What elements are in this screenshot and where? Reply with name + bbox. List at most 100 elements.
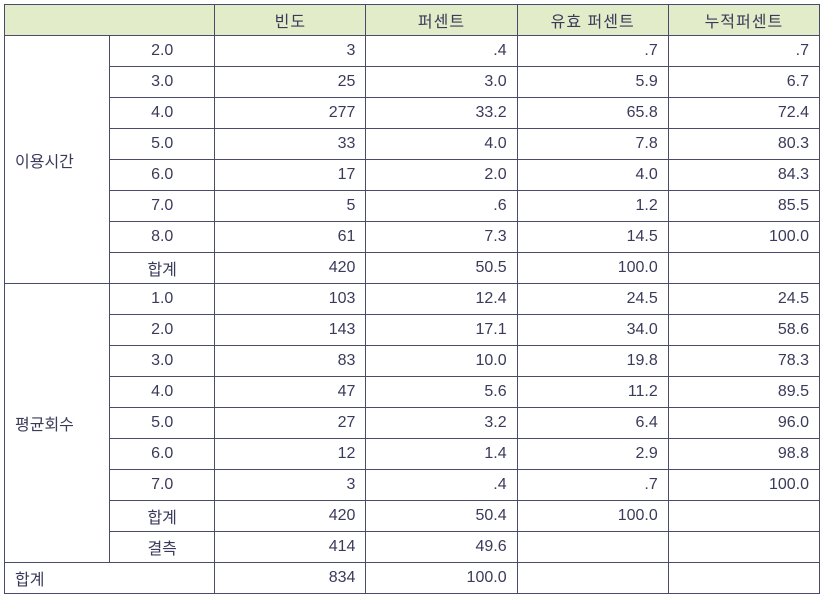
table-row: 7.03.4.7100.0: [5, 470, 820, 501]
cell-valid_percent: 7.8: [517, 129, 668, 160]
cell-valid_percent: 34.0: [517, 315, 668, 346]
group-name: 이용시간: [5, 36, 110, 284]
table-row: 평균회수1.010312.424.524.5: [5, 284, 820, 315]
cell-freq: 3: [215, 470, 366, 501]
grand-total-label: 합계: [5, 563, 215, 594]
header-valid-percent: 유효 퍼센트: [517, 5, 668, 36]
row-label: 5.0: [110, 129, 215, 160]
cell-valid_percent: 19.8: [517, 346, 668, 377]
cell-freq: 27: [215, 408, 366, 439]
cell-cum_percent: 78.3: [668, 346, 819, 377]
table-row: 3.0253.05.96.7: [5, 67, 820, 98]
cell-cum_percent: 96.0: [668, 408, 819, 439]
cell-freq: 103: [215, 284, 366, 315]
cell-freq: 420: [215, 253, 366, 284]
cell-percent: 5.6: [366, 377, 517, 408]
row-label: 결측: [110, 532, 215, 563]
table-row: 6.0172.04.084.3: [5, 160, 820, 191]
cell-cum_percent: 72.4: [668, 98, 819, 129]
row-label: 5.0: [110, 408, 215, 439]
cell-freq: 3: [215, 36, 366, 67]
cell-cum_percent: .7: [668, 36, 819, 67]
cell-percent: 50.5: [366, 253, 517, 284]
cell-freq: 12: [215, 439, 366, 470]
cell-freq: 17: [215, 160, 366, 191]
cell-valid_percent: 4.0: [517, 160, 668, 191]
table-row: 5.0273.26.496.0: [5, 408, 820, 439]
header-cum-percent: 누적퍼센트: [668, 5, 819, 36]
table-row: 합계42050.4100.0: [5, 501, 820, 532]
cell-freq: 61: [215, 222, 366, 253]
cell-percent: 4.0: [366, 129, 517, 160]
table-row: 2.014317.134.058.6: [5, 315, 820, 346]
row-label: 2.0: [110, 36, 215, 67]
cell-cum_percent: 6.7: [668, 67, 819, 98]
row-label: 4.0: [110, 377, 215, 408]
cell-freq: 277: [215, 98, 366, 129]
group-name: 평균회수: [5, 284, 110, 563]
cell-valid_percent: 65.8: [517, 98, 668, 129]
frequency-table: 빈도 퍼센트 유효 퍼센트 누적퍼센트 이용시간2.03.4.7.73.0253…: [4, 4, 820, 594]
cell-percent: 3.2: [366, 408, 517, 439]
cell-valid_percent: .7: [517, 470, 668, 501]
cell-valid_percent: 100.0: [517, 253, 668, 284]
row-label: 1.0: [110, 284, 215, 315]
cell-cum_percent: 24.5: [668, 284, 819, 315]
cell-cum_percent: [668, 253, 819, 284]
row-label: 7.0: [110, 191, 215, 222]
table-row: 4.027733.265.872.4: [5, 98, 820, 129]
cell-cum_percent: 100.0: [668, 222, 819, 253]
grand-total-valid_percent: [517, 563, 668, 594]
table-row: 4.0475.611.289.5: [5, 377, 820, 408]
table-row: 3.08310.019.878.3: [5, 346, 820, 377]
row-label: 6.0: [110, 160, 215, 191]
table-row: 5.0334.07.880.3: [5, 129, 820, 160]
cell-cum_percent: 58.6: [668, 315, 819, 346]
row-label: 합계: [110, 253, 215, 284]
table-row: 8.0617.314.5100.0: [5, 222, 820, 253]
row-label: 8.0: [110, 222, 215, 253]
cell-percent: 33.2: [366, 98, 517, 129]
cell-percent: 12.4: [366, 284, 517, 315]
table-row: 7.05.61.285.5: [5, 191, 820, 222]
row-label: 3.0: [110, 67, 215, 98]
header-freq: 빈도: [215, 5, 366, 36]
header-row: 빈도 퍼센트 유효 퍼센트 누적퍼센트: [5, 5, 820, 36]
cell-percent: 2.0: [366, 160, 517, 191]
cell-valid_percent: 11.2: [517, 377, 668, 408]
cell-cum_percent: 80.3: [668, 129, 819, 160]
cell-valid_percent: 24.5: [517, 284, 668, 315]
cell-freq: 420: [215, 501, 366, 532]
cell-valid_percent: 5.9: [517, 67, 668, 98]
cell-cum_percent: 85.5: [668, 191, 819, 222]
cell-percent: .6: [366, 191, 517, 222]
table-row: 6.0121.42.998.8: [5, 439, 820, 470]
row-label: 2.0: [110, 315, 215, 346]
cell-valid_percent: .7: [517, 36, 668, 67]
table-row: 합계42050.5100.0: [5, 253, 820, 284]
header-empty: [5, 5, 215, 36]
grand-total-row: 합계834100.0: [5, 563, 820, 594]
cell-percent: .4: [366, 470, 517, 501]
table-row: 이용시간2.03.4.7.7: [5, 36, 820, 67]
cell-percent: .4: [366, 36, 517, 67]
cell-cum_percent: 98.8: [668, 439, 819, 470]
row-label: 6.0: [110, 439, 215, 470]
cell-valid_percent: 6.4: [517, 408, 668, 439]
cell-freq: 83: [215, 346, 366, 377]
cell-cum_percent: 84.3: [668, 160, 819, 191]
cell-freq: 25: [215, 67, 366, 98]
cell-percent: 7.3: [366, 222, 517, 253]
cell-valid_percent: [517, 532, 668, 563]
cell-freq: 5: [215, 191, 366, 222]
cell-freq: 33: [215, 129, 366, 160]
cell-percent: 49.6: [366, 532, 517, 563]
cell-valid_percent: 14.5: [517, 222, 668, 253]
cell-percent: 1.4: [366, 439, 517, 470]
cell-cum_percent: 89.5: [668, 377, 819, 408]
cell-freq: 143: [215, 315, 366, 346]
header-percent: 퍼센트: [366, 5, 517, 36]
cell-freq: 414: [215, 532, 366, 563]
cell-freq: 47: [215, 377, 366, 408]
row-label: 합계: [110, 501, 215, 532]
